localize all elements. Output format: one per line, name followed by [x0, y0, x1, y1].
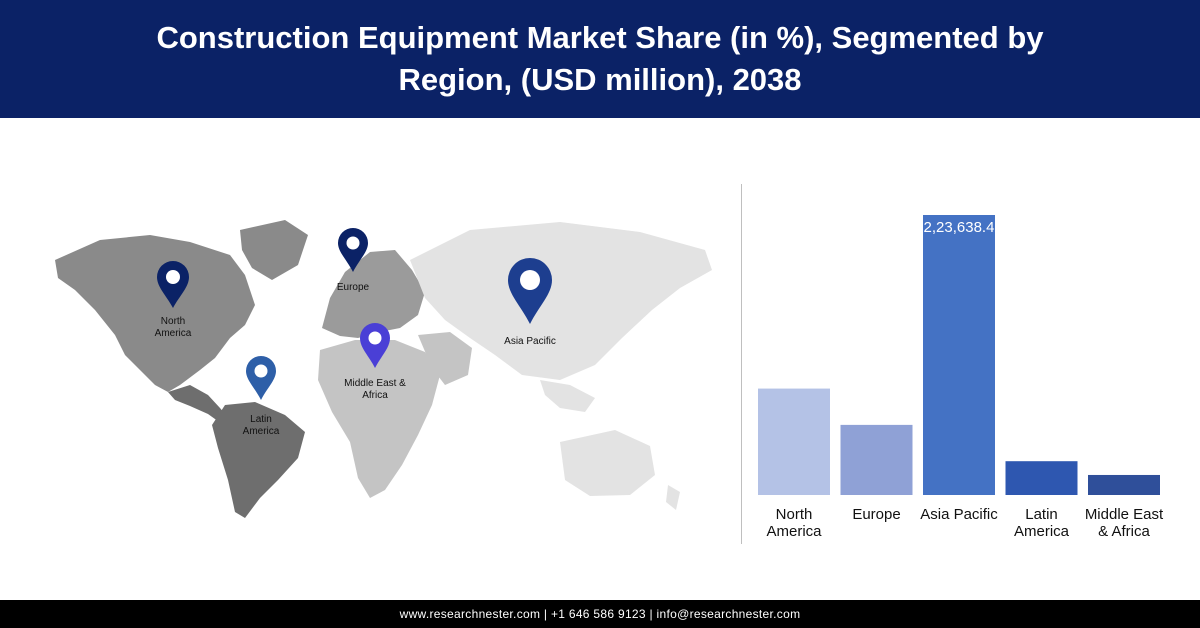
central-america-shape [168, 385, 230, 424]
bar [758, 388, 830, 495]
middle-east-africa-pin: Middle East & Africa [344, 323, 406, 401]
world-map: North America Europe Asia Pacific Middle… [40, 180, 720, 535]
map-pin-icon [246, 356, 276, 400]
pin-label-line: America [155, 328, 192, 339]
africa-shape [318, 340, 440, 498]
map-pin-icon [157, 261, 189, 308]
pin-label-line: Europe [337, 282, 370, 293]
pin-label-line: North [161, 316, 185, 327]
footer-contact: www.researchnester.com | +1 646 586 9123… [399, 607, 801, 621]
category-label: America [766, 523, 822, 540]
europe-pin: Europe [337, 228, 370, 293]
data-label: 2,23,638.4 [924, 219, 995, 236]
latin-america-pin: Latin America [243, 356, 280, 437]
category-label: Europe [852, 506, 900, 523]
category-label: Asia Pacific [920, 506, 998, 523]
map-pin-icon [508, 258, 552, 324]
middle-east-shape [418, 332, 472, 385]
asia-pacific-pin: Asia Pacific [504, 258, 556, 347]
pin-label-line: Asia Pacific [504, 336, 556, 347]
south-america-shape [212, 402, 305, 518]
bar [923, 215, 995, 495]
bar [840, 424, 913, 495]
bar [1088, 474, 1160, 495]
map-pin-icon [338, 228, 368, 272]
world-map-svg: North America Europe Asia Pacific Middle… [55, 220, 712, 518]
north-america-pin: North America [155, 261, 192, 339]
category-label: America [1014, 523, 1070, 540]
divider-line [741, 184, 742, 544]
southeast-asia-shape [540, 380, 595, 412]
category-label: North [776, 506, 813, 523]
map-pin-icon [360, 323, 390, 368]
pin-label-line: Africa [362, 390, 388, 401]
pin-label-line: Middle East & [344, 378, 406, 389]
footer-bar: www.researchnester.com | +1 646 586 9123… [0, 600, 1200, 628]
category-label: Middle East [1085, 506, 1164, 523]
asia-shape [410, 222, 712, 380]
north-america-shape [55, 235, 255, 392]
category-label: Latin [1025, 506, 1058, 523]
greenland-shape [240, 220, 308, 280]
europe-shape [322, 250, 425, 338]
pin-label-line: America [243, 426, 280, 437]
bar [1005, 461, 1078, 495]
pin-label-line: Latin [250, 414, 272, 425]
australia-shape [560, 430, 655, 496]
new-zealand-shape [666, 485, 680, 510]
chart-title: Construction Equipment Market Share (in … [156, 20, 1044, 97]
category-label: & Africa [1098, 523, 1150, 540]
title-bar: Construction Equipment Market Share (in … [0, 0, 1200, 118]
